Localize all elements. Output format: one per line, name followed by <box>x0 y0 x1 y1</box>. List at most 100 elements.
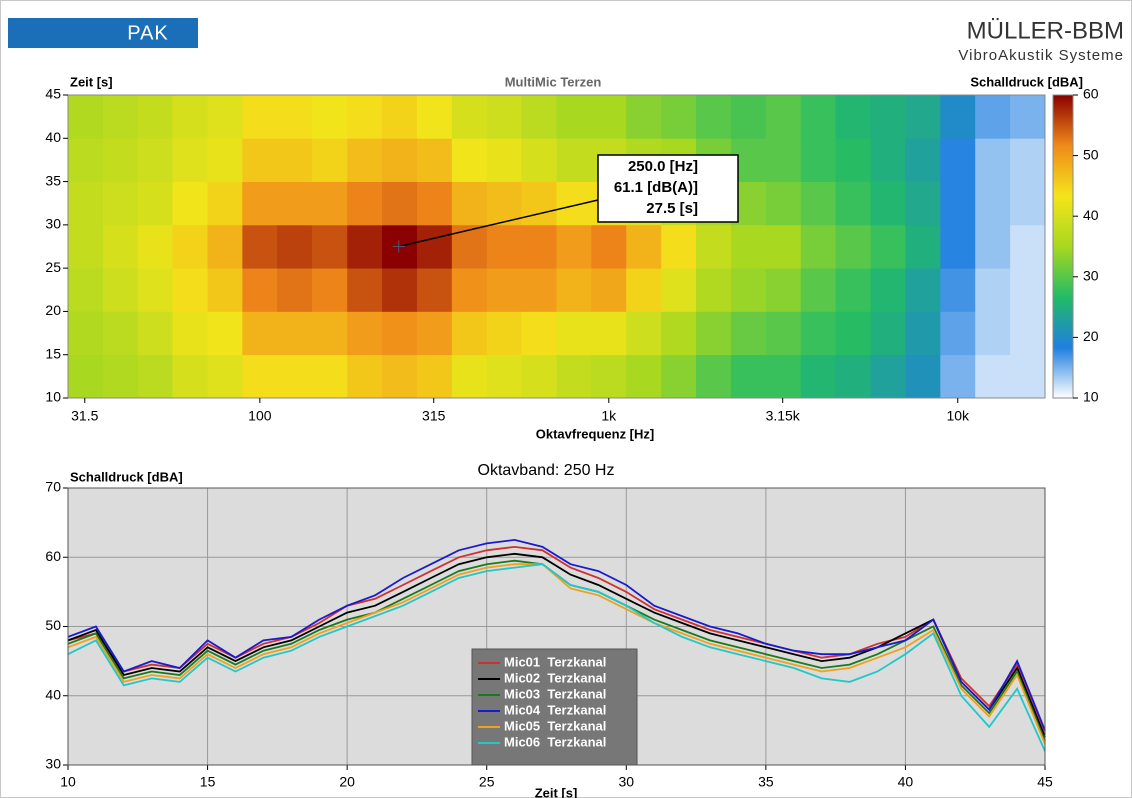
heat-cell <box>172 311 208 356</box>
heat-cell <box>940 224 976 269</box>
heat-cell <box>800 268 837 312</box>
x-tick-label: 315 <box>422 408 446 424</box>
annotation-text: 61.1 [dB(A)] <box>614 179 698 196</box>
heat-cell <box>870 224 906 269</box>
heat-cell <box>975 138 1011 182</box>
heat-cell <box>835 311 871 356</box>
heat-cell <box>905 95 941 139</box>
heat-cell <box>521 95 557 139</box>
heat-cell <box>521 224 557 269</box>
heat-cell <box>172 138 208 182</box>
heat-cell <box>905 268 941 312</box>
heat-cell <box>102 95 139 139</box>
legend-box <box>471 648 638 766</box>
heat-cell <box>521 268 557 312</box>
heat-cell <box>416 181 453 226</box>
heat-cell <box>905 181 941 226</box>
heat-cell <box>207 138 243 182</box>
y-tick-label: 40 <box>45 686 61 702</box>
heat-cell <box>730 268 767 312</box>
heat-cell <box>905 138 941 182</box>
annotation-box <box>597 154 739 223</box>
heat-cell <box>347 224 383 269</box>
heat-cell <box>1010 354 1046 399</box>
heat-cell <box>451 268 488 312</box>
heat-cell <box>556 95 592 139</box>
colorbar-tick-label: 20 <box>1083 328 1099 344</box>
heat-cell <box>940 138 976 182</box>
heat-cell <box>486 181 522 226</box>
heat-cell <box>102 354 139 399</box>
company: MÜLLER-BBM <box>967 17 1124 44</box>
heat-cell <box>975 311 1011 356</box>
heat-cell <box>102 311 139 356</box>
heat-cell <box>1010 181 1046 226</box>
heat-cell <box>451 224 488 269</box>
heat-cell <box>486 354 522 399</box>
heat-cell <box>1010 138 1046 182</box>
heat-cell <box>765 95 802 139</box>
heat-cell <box>207 95 243 139</box>
x-tick-label: 3.15k <box>766 408 801 424</box>
heat-cell <box>800 181 837 226</box>
y-tick-label: 25 <box>45 259 61 275</box>
colorbar-tick-label: 10 <box>1083 389 1099 405</box>
heat-cell <box>696 95 732 139</box>
heat-cell <box>451 311 488 356</box>
heat-cell <box>311 268 348 312</box>
heat-cell <box>835 268 871 312</box>
heat-cell <box>870 95 906 139</box>
heat-cell <box>137 224 173 269</box>
heat-cell <box>486 311 522 356</box>
heat-cell <box>661 311 697 356</box>
y-label: Zeit [s] <box>70 74 113 89</box>
heat-cell <box>975 224 1011 269</box>
heat-cell <box>765 181 802 226</box>
heat-cell <box>556 224 592 269</box>
heat-cell <box>347 95 383 139</box>
annotation-cross <box>392 240 405 253</box>
heat-cell <box>626 95 662 139</box>
x-tick-label: 35 <box>758 774 774 790</box>
heat-cell <box>696 354 732 399</box>
x-tick-label: 20 <box>339 774 355 790</box>
x-tick-label: 40 <box>898 774 914 790</box>
heat-cell <box>975 181 1011 226</box>
heat-cell <box>347 138 383 182</box>
annotation-text: 250.0 [Hz] <box>628 158 698 175</box>
heat-cell <box>556 138 592 182</box>
heat-cell <box>242 311 278 356</box>
heat-cell <box>382 138 418 182</box>
heat-cell <box>730 224 767 269</box>
legend-label: Mic02 Terzkanal <box>504 670 606 685</box>
heat-cell <box>242 138 278 182</box>
heat-cell <box>591 268 627 312</box>
series-line <box>67 538 1046 731</box>
heat-cell <box>591 354 627 399</box>
heat-cell <box>556 268 592 312</box>
heat-cell <box>102 224 139 269</box>
heat-cell <box>242 95 278 139</box>
heat-cell <box>940 181 976 226</box>
heat-cell <box>451 138 488 182</box>
heat-cell <box>242 354 278 399</box>
heat-cell <box>311 138 348 182</box>
heat-cell <box>800 224 837 269</box>
heat-cell <box>137 181 173 226</box>
x-label: Oktavfrequenz [Hz] <box>536 426 654 441</box>
heat-cell <box>347 311 383 356</box>
x-tick-label: 45 <box>1037 774 1053 790</box>
heat-cell <box>975 268 1011 312</box>
heat-cell <box>975 354 1011 399</box>
heat-cell <box>451 181 488 226</box>
heat-cell <box>730 95 767 139</box>
heat-cell <box>137 311 173 356</box>
colorbar-label: Schalldruck [dBA] <box>970 74 1083 89</box>
heat-cell <box>416 268 453 312</box>
x-tick-label: 25 <box>479 774 495 790</box>
heat-cell <box>416 354 453 399</box>
heat-cell <box>68 268 104 312</box>
series-line <box>67 563 1046 745</box>
heat-cell <box>696 224 732 269</box>
heat-cell <box>347 268 383 312</box>
